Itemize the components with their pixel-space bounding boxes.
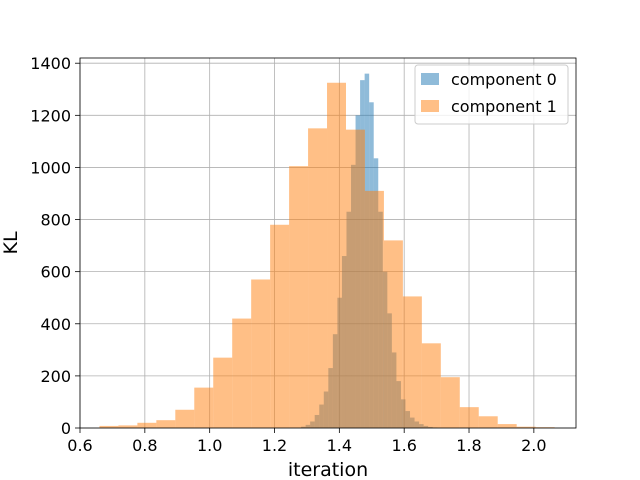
bar-component-1-bin-1 bbox=[118, 425, 138, 428]
bar-component-1-bin-14 bbox=[364, 190, 384, 428]
bar-component-1-bin-12 bbox=[327, 82, 346, 428]
x-axis-ticks: 0.6 0.8 1.0 1.2 1.4 1.6 1.8 2.0 bbox=[67, 428, 547, 455]
y-tick-label-200: 200 bbox=[40, 367, 71, 386]
bar-component-1-bin-22 bbox=[516, 426, 536, 428]
x-tick-label-1.2: 1.2 bbox=[262, 436, 287, 455]
series-component-1 bbox=[99, 82, 555, 429]
legend-box bbox=[414, 64, 569, 125]
bar-component-1-bin-21 bbox=[497, 424, 517, 428]
bar-component-1-bin-19 bbox=[459, 407, 479, 428]
y-tick-label-1200: 1200 bbox=[30, 106, 71, 125]
y-tick-label-1400: 1400 bbox=[30, 54, 71, 73]
x-axis-title: iteration bbox=[288, 459, 368, 480]
x-tick-label-1.6: 1.6 bbox=[391, 436, 416, 455]
bar-component-1-bin-15 bbox=[383, 240, 403, 428]
y-tick-label-800: 800 bbox=[40, 211, 71, 230]
bar-component-1-bin-16 bbox=[402, 296, 422, 428]
x-tick-label-0.6: 0.6 bbox=[67, 436, 92, 455]
bar-component-1-bin-0 bbox=[99, 425, 119, 428]
bar-component-1-bin-13 bbox=[345, 129, 365, 429]
y-tick-label-1000: 1000 bbox=[30, 158, 71, 177]
y-axis-title: KL bbox=[0, 231, 22, 254]
bar-component-1-bin-2 bbox=[137, 422, 157, 428]
x-tick-label-1.8: 1.8 bbox=[456, 436, 481, 455]
bar-component-1-bin-10 bbox=[289, 166, 309, 429]
bar-component-1-bin-6 bbox=[213, 357, 233, 428]
legend-label-component-1: component 1 bbox=[451, 97, 557, 116]
legend-label-component-0: component 0 bbox=[451, 70, 557, 89]
y-axis-ticks: 0 200 400 600 800 1000 1200 1400 bbox=[30, 54, 80, 438]
y-tick-label-0: 0 bbox=[61, 419, 71, 438]
bar-component-1-bin-8 bbox=[251, 279, 271, 428]
bar-component-1-bin-5 bbox=[194, 387, 214, 428]
legend: component 0 component 1 bbox=[414, 64, 569, 125]
bar-component-1-bin-9 bbox=[270, 224, 290, 428]
y-tick-label-400: 400 bbox=[40, 315, 71, 334]
histogram-bars bbox=[99, 73, 555, 429]
x-tick-label-1.0: 1.0 bbox=[197, 436, 222, 455]
legend-swatch-component-0 bbox=[421, 73, 439, 85]
plot-frame bbox=[79, 57, 577, 429]
y-tick-label-600: 600 bbox=[40, 263, 71, 282]
x-tick-label-1.4: 1.4 bbox=[327, 436, 352, 455]
bar-component-1-bin-18 bbox=[440, 377, 460, 428]
bar-component-1-bin-4 bbox=[175, 409, 195, 428]
bar-component-1-bin-7 bbox=[232, 318, 252, 428]
bar-component-1-bin-3 bbox=[156, 420, 176, 428]
bar-component-1-bin-11 bbox=[308, 128, 328, 428]
x-tick-label-2.0: 2.0 bbox=[521, 436, 546, 455]
bar-component-1-bin-17 bbox=[421, 343, 441, 428]
x-tick-label-0.8: 0.8 bbox=[132, 436, 157, 455]
bar-component-1-bin-20 bbox=[478, 416, 498, 428]
legend-swatch-component-1 bbox=[421, 100, 439, 112]
